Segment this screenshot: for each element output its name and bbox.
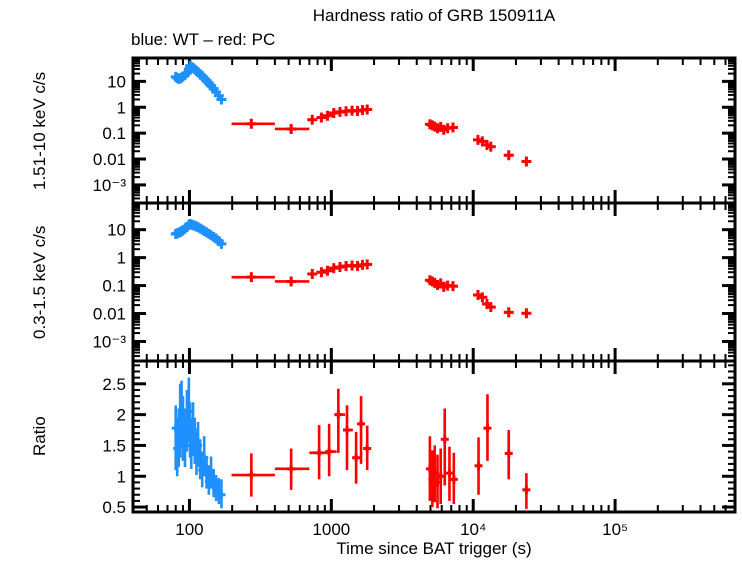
y-tick-label: 1 bbox=[117, 467, 126, 486]
series-wt-soft-band-rate bbox=[170, 218, 227, 249]
y-axis-label-ratio: Ratio bbox=[30, 416, 49, 457]
y-axis-label-soft: 0.3-1.5 keV c/s bbox=[30, 225, 49, 339]
y-tick-label: 10⁻³ bbox=[92, 176, 126, 195]
series-pc-hardness-ratio bbox=[231, 388, 531, 509]
series-wt-hardness-ratio bbox=[171, 377, 226, 509]
panel-hardness-ratio: 2.5 2 1.5 1 0.5 bbox=[102, 359, 737, 517]
panel-hard-band-rate: 10 1 0.1 0.01 10⁻³ bbox=[92, 56, 737, 205]
y-tick-label: 1 bbox=[117, 98, 126, 117]
chart-legend: blue: WT – red: PC bbox=[131, 30, 276, 49]
series-pc-soft-band-rate bbox=[231, 259, 532, 319]
series-wt-hard-band-rate bbox=[170, 60, 227, 105]
x-tick-label: 10⁴ bbox=[460, 520, 486, 539]
y-tick-label: 10⁻³ bbox=[92, 332, 126, 351]
y-axis-label-hard: 1.51-10 keV c/s bbox=[30, 71, 49, 190]
panel-soft-band-rate: 10 1 0.1 0.01 10⁻³ bbox=[92, 201, 737, 363]
y-tick-label: 0.01 bbox=[93, 150, 126, 169]
x-tick-label: 1000 bbox=[312, 520, 350, 539]
y-tick-label: 2.5 bbox=[102, 375, 126, 394]
x-tick-label: 100 bbox=[175, 520, 203, 539]
y-tick-label: 1.5 bbox=[102, 436, 126, 455]
y-tick-label: 2 bbox=[117, 406, 126, 425]
y-tick-label: 10 bbox=[107, 72, 126, 91]
x-axis-label: Time since BAT trigger (s) bbox=[336, 539, 532, 558]
y-tick-label: 1 bbox=[117, 249, 126, 268]
y-tick-label: 0.01 bbox=[93, 305, 126, 324]
y-tick-label: 0.1 bbox=[102, 124, 126, 143]
x-tick-label: 10⁵ bbox=[602, 520, 628, 539]
y-tick-label: 10 bbox=[107, 221, 126, 240]
chart-title: Hardness ratio of GRB 150911A bbox=[312, 6, 556, 25]
y-tick-label: 0.5 bbox=[102, 498, 126, 517]
series-pc-hard-band-rate bbox=[231, 104, 532, 167]
y-tick-label: 0.1 bbox=[102, 277, 126, 296]
